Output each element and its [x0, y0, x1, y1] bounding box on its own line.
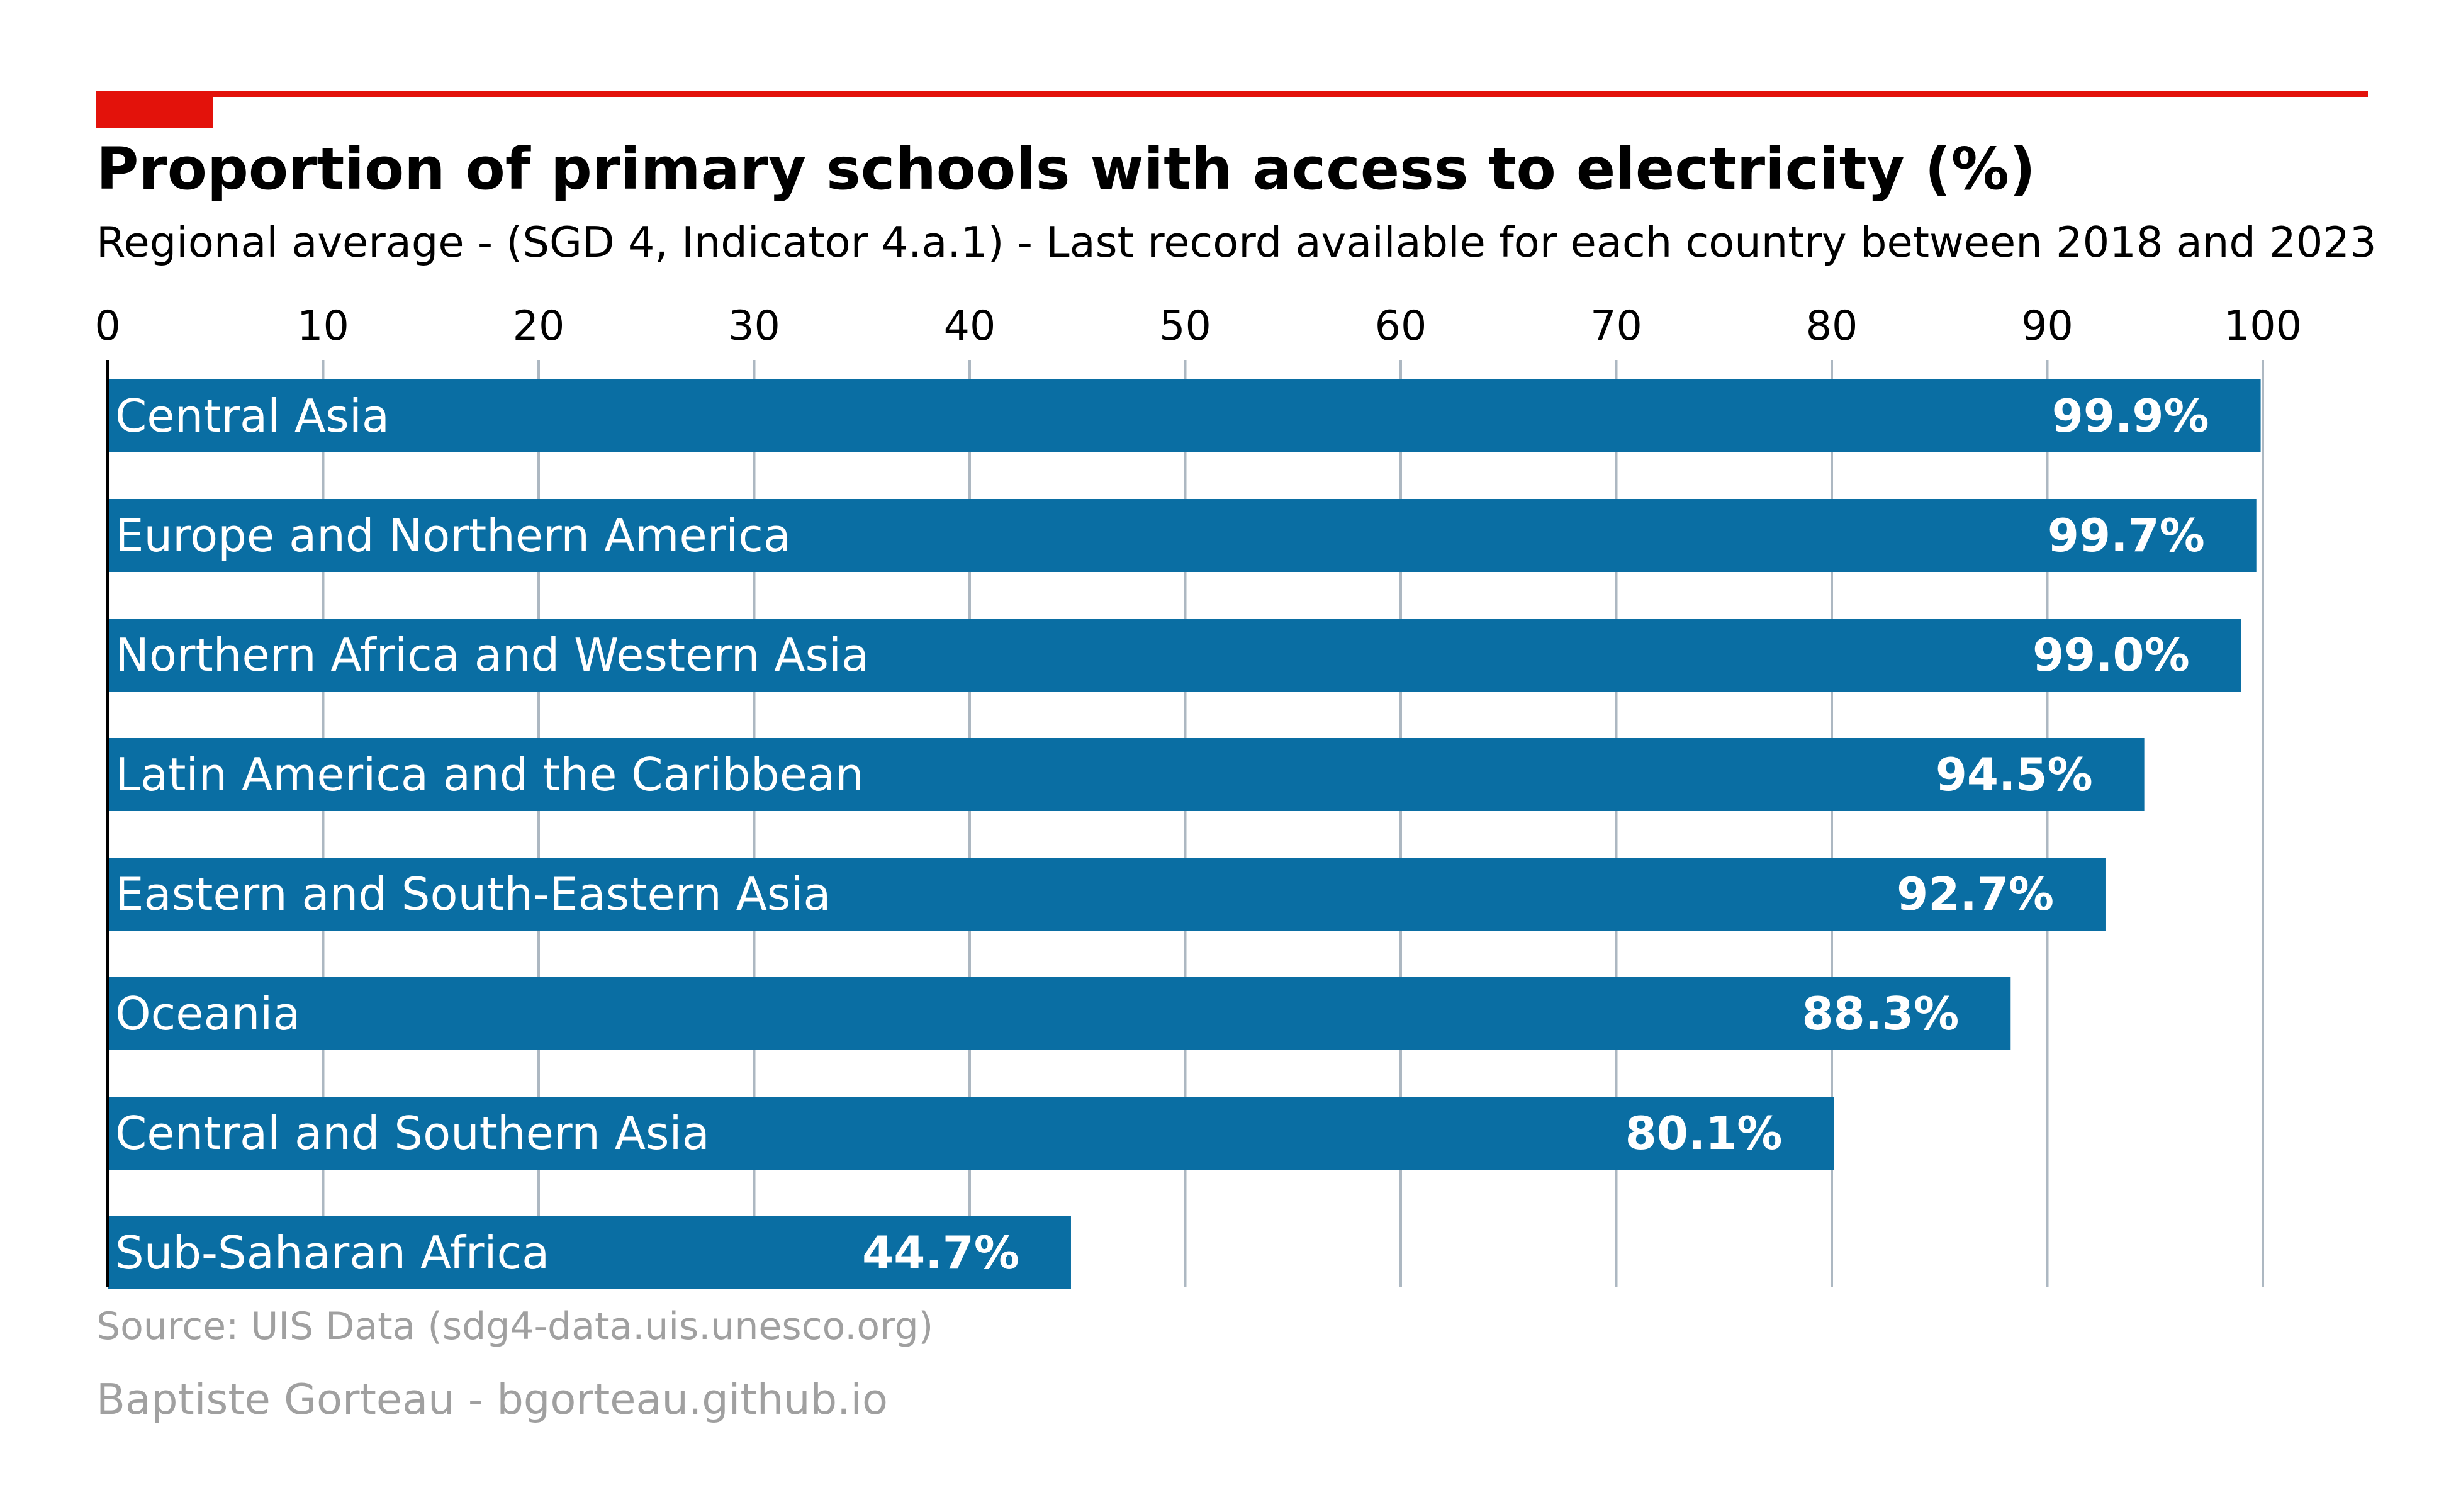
- source-note: Source: UIS Data (sdg4-data.uis.unesco.o…: [96, 1304, 933, 1348]
- author-credit: Baptiste Gorteau - bgorteau.github.io: [96, 1375, 888, 1424]
- x-tick-label: 60: [1375, 303, 1427, 350]
- x-tick-label: 70: [1590, 303, 1642, 350]
- x-axis-ticks: 0 10 20 30 40 50 60 70 80 90 100: [94, 303, 2302, 350]
- x-tick-label: 20: [513, 303, 565, 350]
- value-label: 99.9%: [2052, 389, 2209, 442]
- category-label: Central and Southern Asia: [115, 1107, 710, 1160]
- category-label: Central Asia: [115, 389, 390, 442]
- category-label: Europe and Northern America: [115, 509, 791, 562]
- category-label: Oceania: [115, 987, 300, 1040]
- bar: [108, 619, 2241, 692]
- chart-subtitle: Regional average - (SGD 4, Indicator 4.a…: [96, 218, 2377, 267]
- category-label: Northern Africa and Western Asia: [115, 629, 869, 681]
- bar: [108, 738, 2145, 811]
- bar: [108, 379, 2261, 452]
- accent-tab: [96, 91, 213, 128]
- accent-line: [96, 91, 2368, 97]
- chart-title: Proportion of primary schools with acces…: [96, 135, 2036, 203]
- bar: [108, 1216, 1071, 1289]
- x-tick-label: 40: [944, 303, 996, 350]
- x-tick-label: 100: [2224, 303, 2302, 350]
- value-label: 92.7%: [1897, 868, 2054, 921]
- value-label: 80.1%: [1625, 1107, 1783, 1160]
- x-tick-label: 80: [1806, 303, 1858, 350]
- x-tick-label: 50: [1159, 303, 1211, 350]
- bar: [108, 858, 2106, 931]
- bars: Central Asia 99.9% Europe and Northern Ame…: [108, 379, 2261, 1289]
- category-label: Sub-Saharan Africa: [115, 1226, 549, 1279]
- value-label: 88.3%: [1802, 987, 1959, 1040]
- x-tick-label: 0: [94, 303, 120, 350]
- value-label: 99.7%: [2048, 509, 2205, 562]
- bar: [108, 977, 2011, 1050]
- category-label: Eastern and South-Eastern Asia: [115, 868, 831, 921]
- value-label: 99.0%: [2033, 629, 2190, 681]
- bar: [108, 1097, 1834, 1170]
- x-tick-label: 90: [2021, 303, 2073, 350]
- bar: [108, 499, 2257, 572]
- value-label: 94.5%: [1936, 748, 2093, 801]
- x-tick-label: 30: [728, 303, 780, 350]
- x-tick-label: 10: [297, 303, 349, 350]
- value-label: 44.7%: [862, 1226, 1019, 1279]
- category-label: Latin America and the Caribbean: [115, 748, 864, 801]
